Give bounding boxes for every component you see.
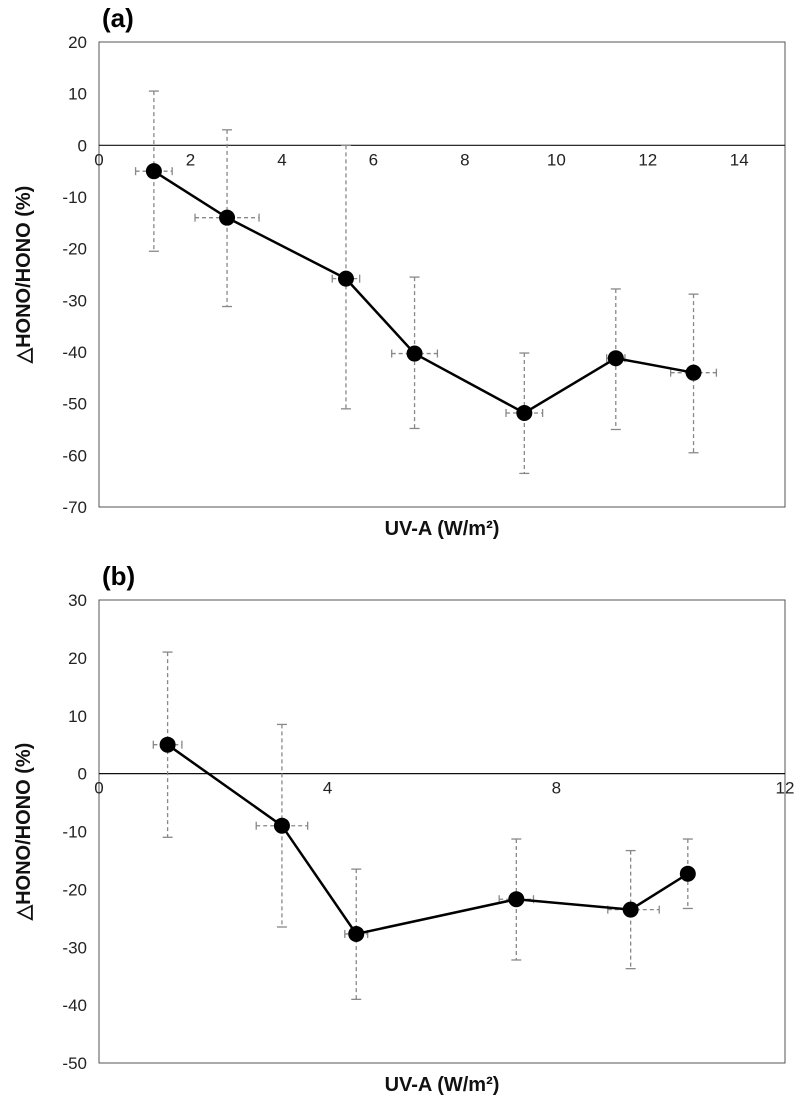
data-point (607, 350, 624, 367)
data-point (219, 209, 236, 226)
x-tick-label: 0 (94, 150, 103, 169)
plot-frame (98, 41, 786, 508)
y-tick-label: 30 (68, 591, 87, 610)
x-tick-label: 10 (547, 150, 566, 169)
error-bar (505, 352, 544, 475)
y-axis-title: △HONO/HONO (%) (13, 186, 35, 365)
x-tick-label: 2 (186, 150, 195, 169)
data-point (406, 345, 423, 362)
data-point (622, 901, 639, 918)
data-point (159, 736, 176, 753)
panel-label: (a) (102, 3, 134, 33)
panel-label: (b) (102, 561, 135, 591)
y-tick-label: 0 (78, 765, 87, 784)
series-line (166, 743, 689, 936)
series-line (153, 170, 694, 415)
x-tick-label: 0 (94, 779, 103, 798)
y-tick-label: -30 (62, 291, 87, 310)
y-axis-title: △HONO/HONO (%) (13, 743, 35, 922)
y-tick-label: -20 (62, 880, 87, 899)
x-axis-title: UV-A (W/m²) (385, 518, 500, 540)
y-tick-label: 0 (78, 136, 87, 155)
data-point (145, 163, 162, 180)
y-tick-label: -70 (62, 498, 87, 517)
y-tick-label: -40 (62, 343, 87, 362)
chart-panel-a: 20 10 0 -10 -20 -30 -40 -50 -60 -70 0 2 4 6 8 10 12 14 (a)… (13, 3, 786, 540)
x-tick-label: 6 (369, 150, 378, 169)
data-point (679, 865, 696, 882)
y-tick-label: -30 (62, 938, 87, 957)
y-tick-label: -50 (62, 1054, 87, 1073)
x-tick-label: 8 (552, 779, 561, 798)
data-point (516, 404, 533, 421)
x-tick-label: 12 (638, 150, 657, 169)
y-tick-label: -50 (62, 395, 87, 414)
y-tick-label: -20 (62, 240, 87, 259)
x-tick-label: 12 (776, 779, 795, 798)
y-tick-label: -60 (62, 446, 87, 465)
y-tick-label: -10 (62, 188, 87, 207)
y-tick-label: 10 (68, 707, 87, 726)
plot-frame (98, 599, 786, 1064)
y-tick-label: 20 (68, 33, 87, 52)
error-bar (194, 129, 260, 308)
x-tick-label: 8 (460, 150, 469, 169)
data-point (508, 891, 525, 908)
error-bar (682, 838, 693, 910)
y-tick-label: 20 (68, 649, 87, 668)
x-tick-label: 14 (730, 150, 749, 169)
error-bar (331, 144, 361, 410)
data-point (337, 270, 354, 287)
y-tick-label: -10 (62, 823, 87, 842)
data-point (348, 925, 365, 942)
y-tick-label: 10 (68, 85, 87, 104)
data-point (273, 817, 290, 834)
chart-panel-b: 30 20 10 0 -10 -20 -30 -40 -50 0 4 8 12 (b) UV-A (W/m²… (13, 561, 794, 1096)
x-tick-label: 4 (323, 779, 332, 798)
data-point (685, 364, 702, 381)
x-axis-title: UV-A (W/m²) (385, 1074, 500, 1096)
x-tick-label: 4 (277, 150, 286, 169)
y-tick-label: -40 (62, 996, 87, 1015)
